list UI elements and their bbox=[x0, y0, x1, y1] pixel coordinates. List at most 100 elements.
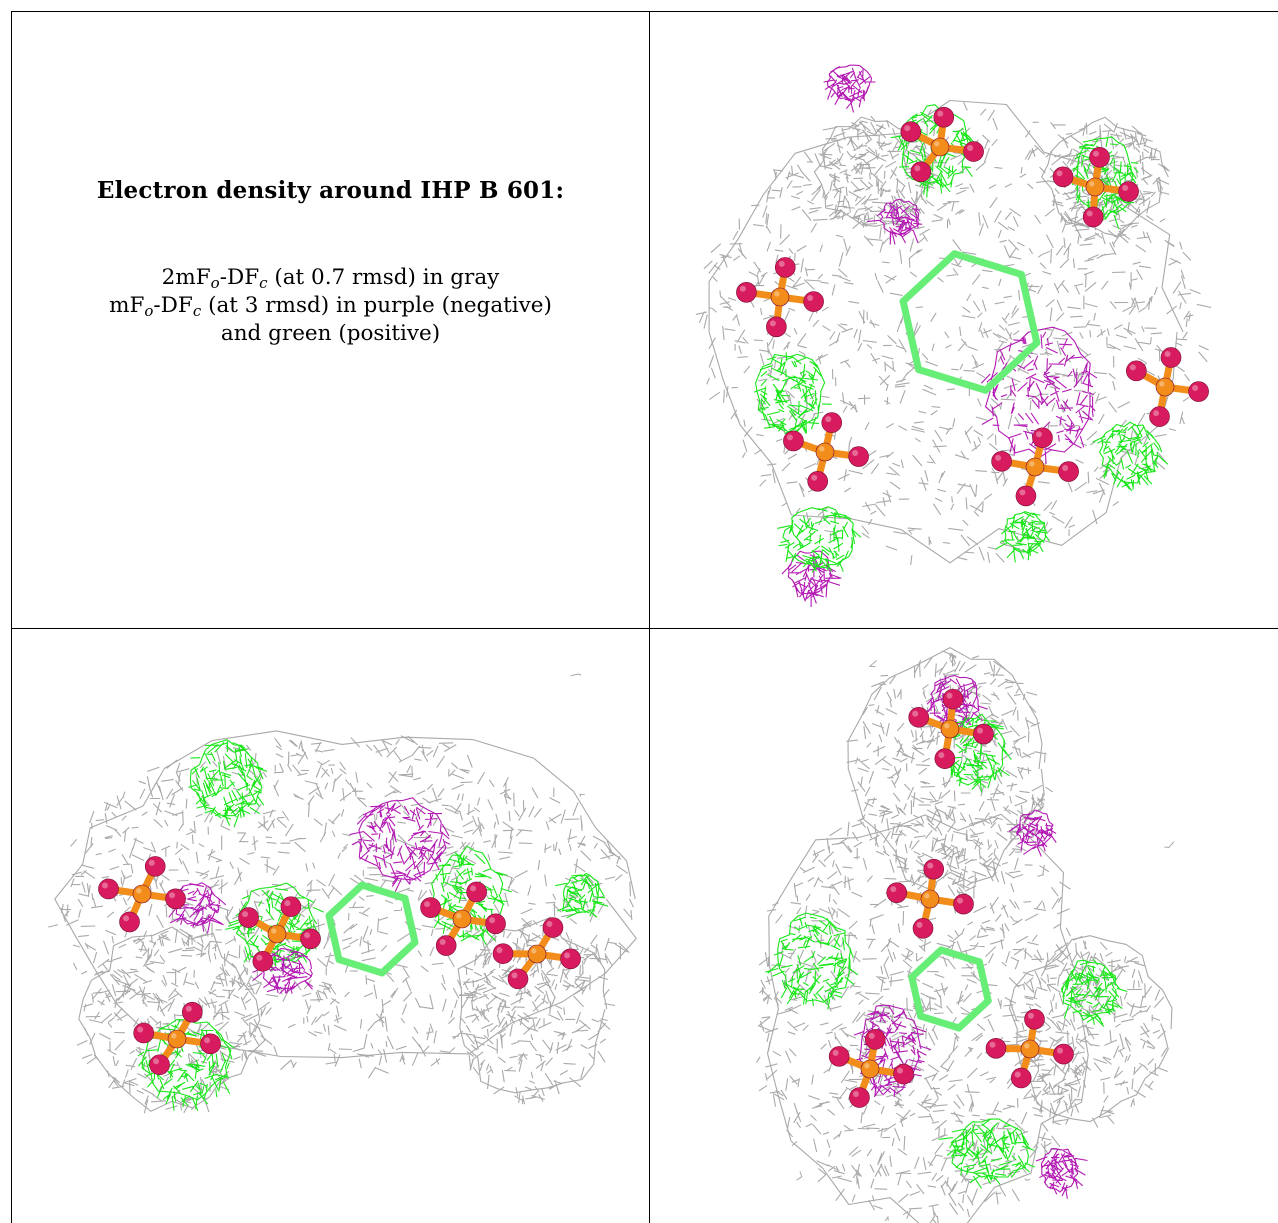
oxygen-atom-tr-a-2-highlight bbox=[904, 125, 911, 132]
oxygen-atom-tr-c-2-highlight bbox=[739, 285, 746, 292]
phosphorus-atom-bl-d-highlight bbox=[171, 1033, 177, 1039]
oxygen-atom-bl-a-3-highlight bbox=[148, 859, 155, 866]
phosphorus-atom-bl-d bbox=[167, 1029, 187, 1049]
molecule-render-top-right bbox=[695, 64, 1212, 608]
oxygen-atom-bl-a-0-highlight bbox=[169, 892, 176, 899]
oxygen-atom-br-d-2-highlight bbox=[832, 1049, 839, 1056]
oxygen-atom-tr-e-0 bbox=[848, 446, 869, 467]
purple-negative-mesh bbox=[867, 198, 923, 245]
oxygen-atom-tr-e-1-highlight bbox=[811, 474, 818, 481]
green-positive-mesh bbox=[777, 506, 862, 573]
oxygen-atom-bl-e-2 bbox=[492, 943, 514, 964]
oxygen-atom-br-d-3-highlight bbox=[868, 1032, 875, 1039]
oxygen-atom-br-d-0-highlight bbox=[897, 1067, 904, 1074]
ring-bond-br bbox=[975, 958, 992, 1005]
phosphorus-atom-bl-b-highlight bbox=[271, 928, 277, 934]
oxygen-atom-tr-a-2 bbox=[900, 121, 922, 142]
ring-bond-br bbox=[908, 946, 945, 981]
purple-negative-mesh-outline bbox=[1040, 1147, 1079, 1193]
oxygen-atom-br-d-1 bbox=[849, 1087, 870, 1108]
oxygen-atom-bl-e-3-highlight bbox=[546, 921, 553, 928]
green-positive-mesh-wires bbox=[765, 916, 859, 1010]
oxygen-atom-bl-b-2-highlight bbox=[242, 911, 249, 918]
purple-negative-mesh-wires bbox=[867, 202, 923, 245]
oxygen-atom-tr-e-3 bbox=[821, 412, 843, 433]
oxygen-atom-tr-f-0-highlight bbox=[1062, 465, 1069, 472]
phosphorus-atom-tr-a-highlight bbox=[934, 141, 940, 147]
gray-density-lobe bbox=[450, 916, 616, 1105]
gray-density-mesh-outline bbox=[766, 813, 1105, 1223]
gray-density-lobe-outline bbox=[1008, 935, 1173, 1123]
caption-block: Electron density around IHP B 601: 2mFo-… bbox=[12, 177, 649, 348]
oxygen-atom-tr-b-3 bbox=[1089, 146, 1110, 168]
phosphorus-atom-br-a-highlight bbox=[944, 723, 950, 729]
green-positive-mesh bbox=[995, 511, 1051, 563]
caption-line-fo-dfc: mFo-DFc (at 3 rmsd) in purple (negative) bbox=[12, 292, 649, 320]
ring-bond-bl bbox=[325, 912, 343, 964]
phosphorus-atom-br-c bbox=[1020, 1039, 1040, 1059]
oxygen-atom-bl-d-3-highlight bbox=[185, 1005, 192, 1012]
phosphorus-atom-br-d-highlight bbox=[864, 1063, 870, 1069]
ring-bond-bl bbox=[401, 894, 419, 946]
caption-text: -DF bbox=[219, 265, 260, 290]
oxygen-atom-bl-d-1 bbox=[149, 1054, 170, 1076]
purple-negative-mesh bbox=[823, 64, 876, 113]
oxygen-atom-tr-d-3 bbox=[1160, 347, 1182, 368]
oxygen-atom-tr-c-2 bbox=[736, 282, 757, 303]
oxygen-atom-tr-b-3-highlight bbox=[1093, 150, 1100, 157]
oxygen-atom-bl-b-0 bbox=[300, 928, 321, 950]
gray-density-mesh-outline bbox=[54, 730, 637, 1059]
phosphorus-atom-tr-f-highlight bbox=[1029, 461, 1035, 467]
phosphorus-atom-br-a bbox=[940, 719, 960, 739]
oxygen-atom-tr-f-3 bbox=[1032, 427, 1053, 449]
oxygen-atom-tr-d-2-highlight bbox=[1129, 364, 1136, 371]
oxygen-atom-bl-a-1-highlight bbox=[123, 915, 130, 922]
phosphorus-atom-bl-e-highlight bbox=[531, 948, 537, 954]
ring-bond-tr bbox=[899, 297, 923, 374]
purple-negative-mesh-outline bbox=[879, 198, 920, 235]
caption-description: 2mFo-DFc (at 0.7 rmsd) in gray mFo-DFc (… bbox=[12, 264, 649, 348]
caption-text: mF bbox=[109, 293, 145, 318]
oxygen-atom-bl-c-3 bbox=[466, 881, 487, 903]
oxygen-atom-bl-d-3 bbox=[181, 1001, 203, 1023]
oxygen-atom-bl-b-0-highlight bbox=[304, 932, 311, 939]
oxygen-atom-tr-e-2-highlight bbox=[786, 434, 793, 441]
oxygen-atom-br-a-2 bbox=[908, 706, 930, 728]
oxygen-atom-br-a-2-highlight bbox=[912, 710, 919, 717]
phosphorus-atom-tr-e-highlight bbox=[819, 446, 825, 452]
oxygen-atom-tr-f-3-highlight bbox=[1035, 431, 1042, 438]
oxygen-atom-tr-b-1-highlight bbox=[1086, 210, 1093, 217]
purple-negative-mesh bbox=[1035, 1147, 1088, 1199]
oxygen-atom-br-b-1-highlight bbox=[916, 921, 923, 928]
oxygen-atom-tr-c-1-highlight bbox=[769, 320, 776, 327]
caption-subscript: c bbox=[259, 274, 268, 292]
density-view-bottom-right bbox=[650, 629, 1278, 1223]
oxygen-atom-bl-a-0 bbox=[165, 888, 186, 910]
ring-bond-br bbox=[917, 1012, 963, 1032]
green-positive-mesh-wires bbox=[753, 352, 832, 437]
green-positive-mesh-outline bbox=[431, 845, 504, 938]
caption-text: 2mF bbox=[161, 265, 211, 290]
grid-line-top bbox=[12, 11, 1278, 12]
oxygen-atom-tr-c-1 bbox=[766, 316, 787, 338]
purple-negative-mesh-wires bbox=[349, 801, 451, 892]
gray-density-lobe-outline bbox=[457, 916, 608, 1094]
caption-line-2fo-dfc: 2mFo-DFc (at 0.7 rmsd) in gray bbox=[12, 264, 649, 292]
oxygen-atom-bl-b-3 bbox=[280, 896, 302, 917]
caption-text: -DF bbox=[153, 293, 193, 318]
purple-negative-mesh-outline bbox=[827, 64, 873, 102]
ring-bond-bl bbox=[335, 956, 386, 977]
oxygen-atom-tr-b-1 bbox=[1082, 206, 1104, 228]
oxygen-atom-tr-c-3 bbox=[774, 257, 796, 278]
gray-density-lobe-outline bbox=[78, 926, 266, 1112]
oxygen-atom-br-b-3-highlight bbox=[927, 862, 934, 869]
oxygen-atom-tr-a-0 bbox=[963, 141, 984, 162]
oxygen-atom-tr-b-0-highlight bbox=[1122, 185, 1129, 192]
oxygen-atom-br-d-2 bbox=[828, 1046, 850, 1067]
green-positive-mesh-wires bbox=[555, 874, 609, 919]
green-positive-mesh-wires bbox=[188, 741, 268, 828]
purple-negative-mesh-wires bbox=[1035, 1148, 1088, 1199]
oxygen-atom-br-b-2-highlight bbox=[890, 886, 897, 893]
oxygen-atom-tr-e-0-highlight bbox=[852, 450, 859, 457]
phosphorus-atom-tr-c bbox=[770, 287, 790, 307]
